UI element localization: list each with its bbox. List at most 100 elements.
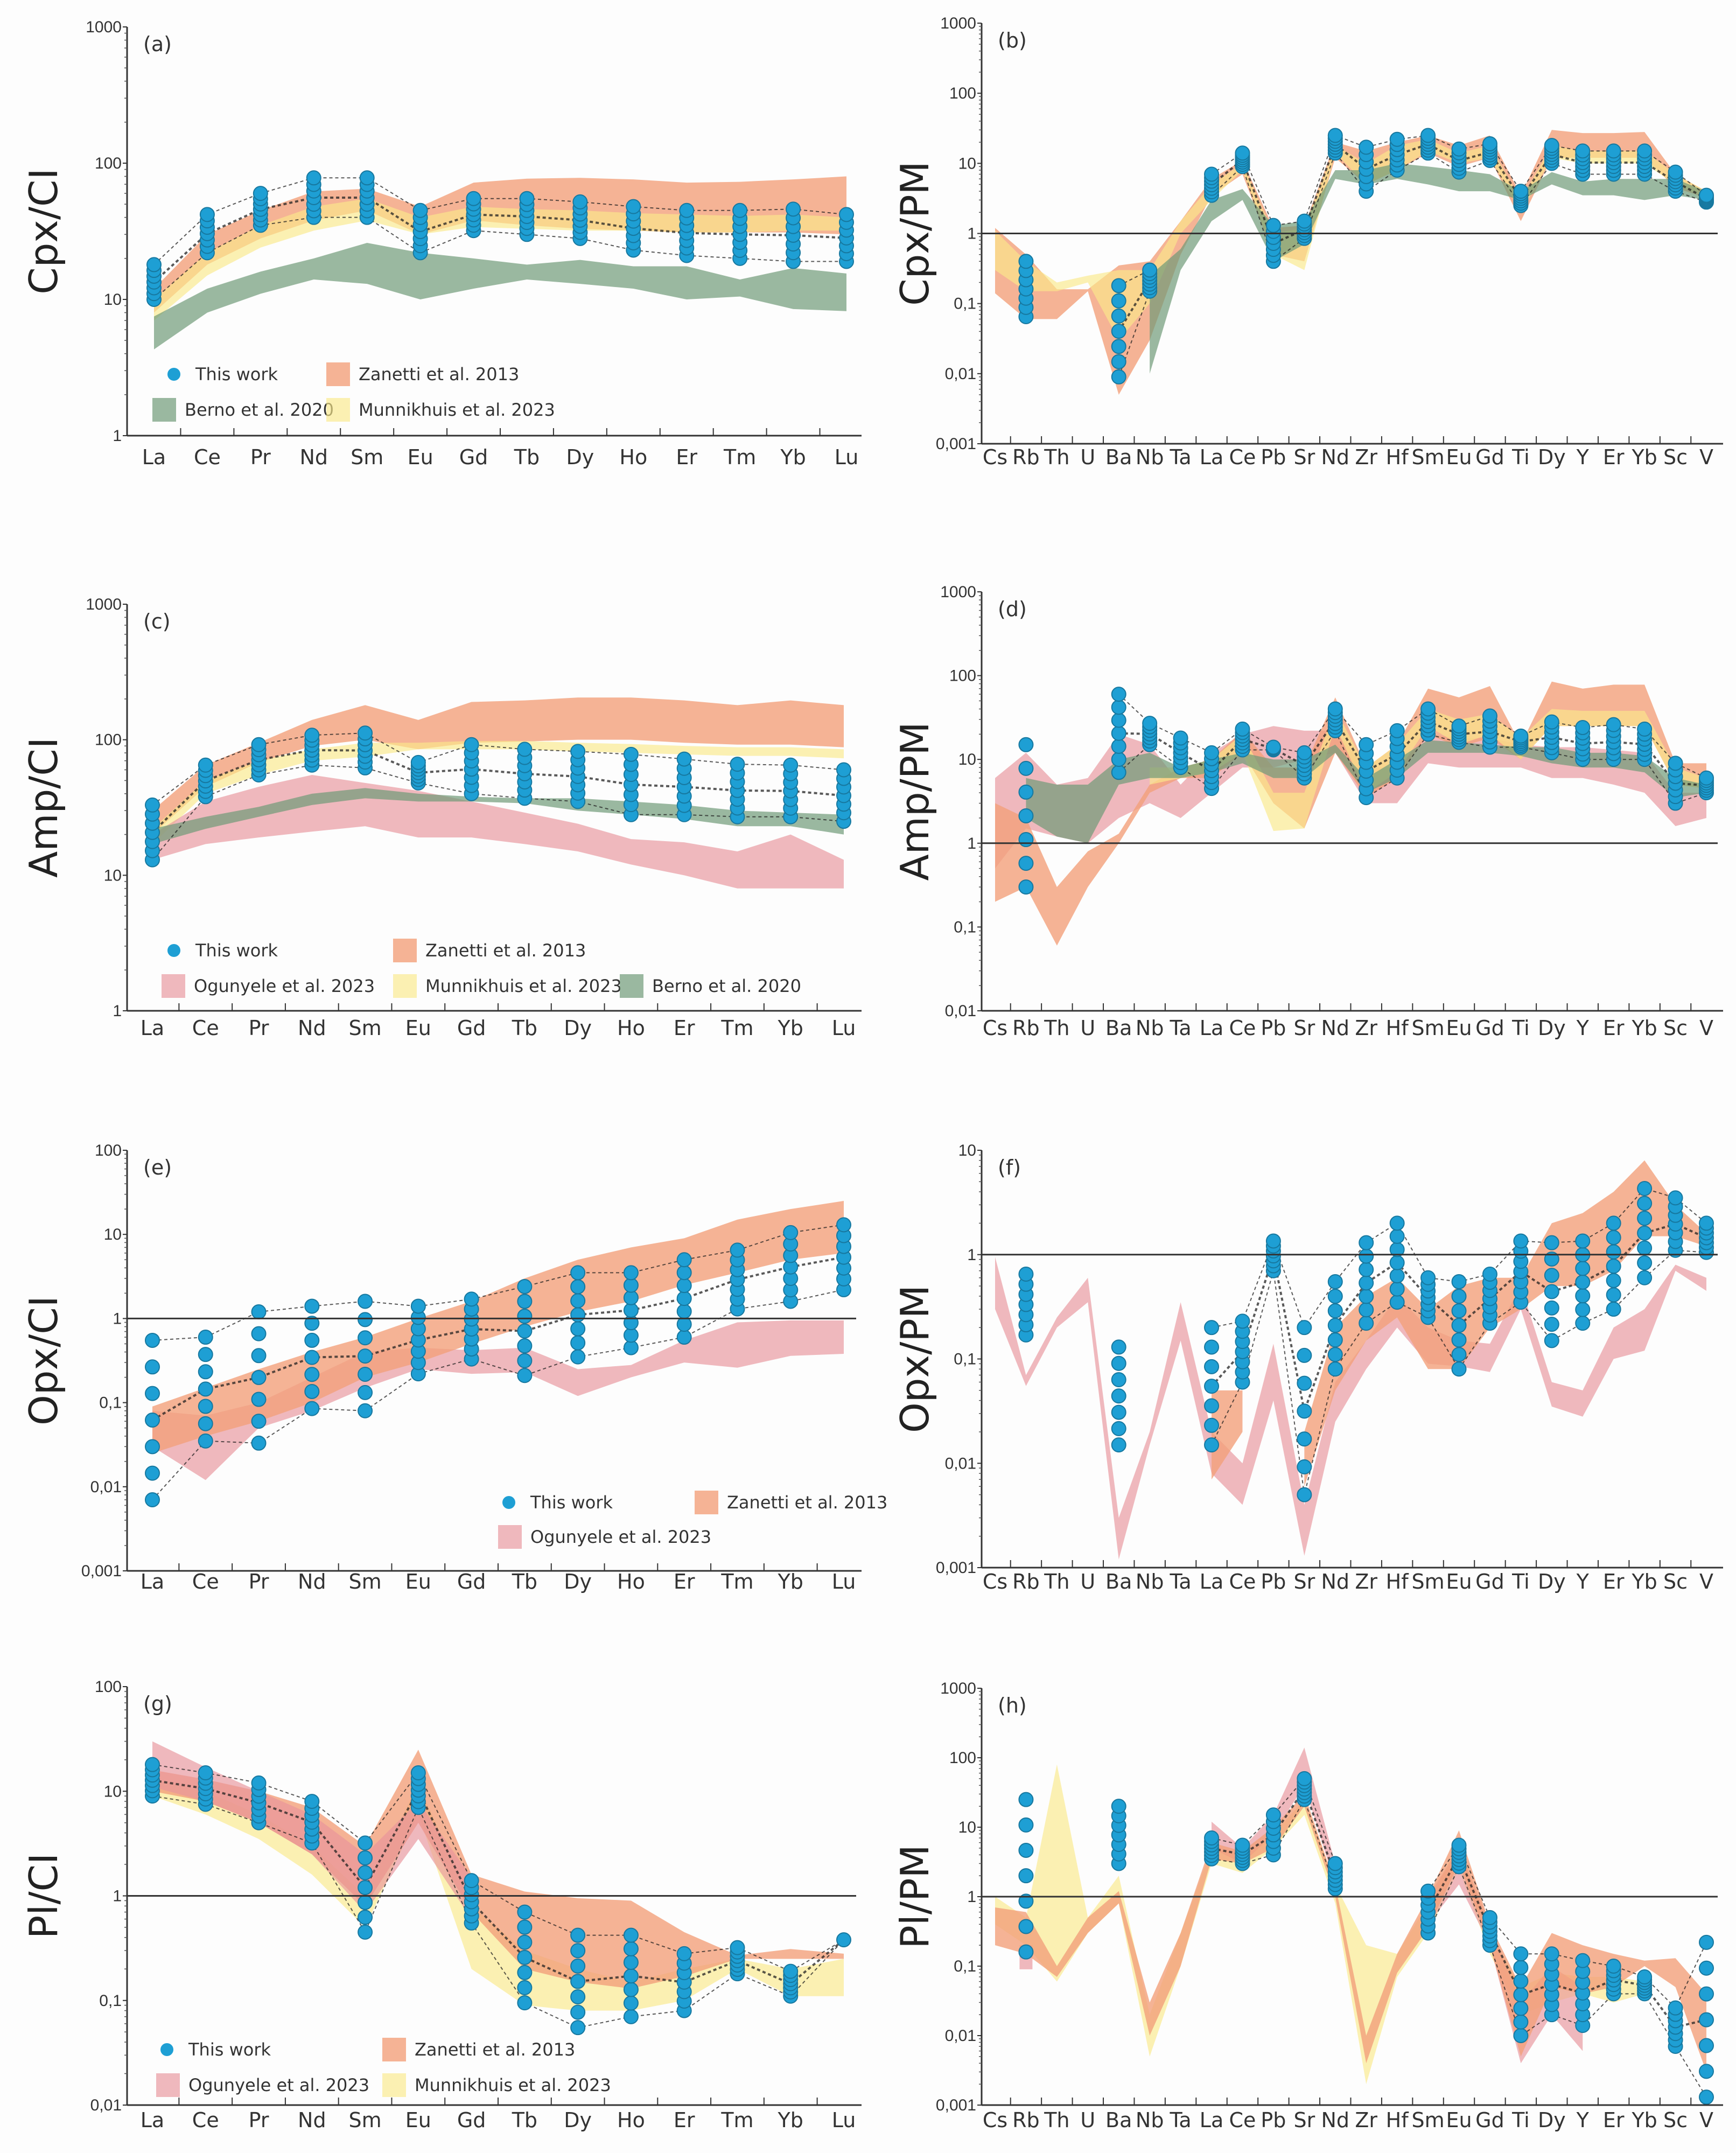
y-tick-label: 10 xyxy=(958,1819,976,1836)
data-point-Gd xyxy=(466,191,481,206)
x-tick-label: Eu xyxy=(1446,445,1472,469)
legend-label: Berno et al. 2020 xyxy=(652,976,801,996)
data-point-Sm xyxy=(358,1330,373,1346)
x-tick-label: Nd xyxy=(1321,2108,1350,2132)
x-tick-label: V xyxy=(1699,1016,1713,1040)
y-tick-label: 100 xyxy=(949,1749,976,1767)
y-tick-label: 100 xyxy=(949,667,976,685)
x-tick-label: Yb xyxy=(778,1016,803,1040)
field-band-berno xyxy=(152,788,844,844)
x-tick-label: Sr xyxy=(1293,2108,1315,2132)
data-point-Eu xyxy=(410,754,426,770)
data-point-Nd xyxy=(1327,1856,1343,1871)
y-tick-label: 0,001 xyxy=(81,1562,122,1580)
data-point-Sm xyxy=(1420,1270,1436,1285)
data-point-Sm xyxy=(358,1924,373,1940)
field-band-zanetti xyxy=(152,1749,844,1989)
data-point-Yb xyxy=(1637,1225,1653,1241)
x-tick-label: Sm xyxy=(1412,1016,1445,1040)
data-point-Y xyxy=(1575,1261,1591,1276)
data-point-Rb xyxy=(1018,784,1034,800)
data-point-Rb xyxy=(1018,1266,1034,1282)
x-tick-label: Th xyxy=(1044,2108,1069,2132)
data-point-Ce xyxy=(198,1416,213,1431)
data-point-La xyxy=(1204,745,1220,760)
x-tick-label: Ba xyxy=(1105,1016,1132,1040)
panel-label: (b) xyxy=(998,29,1027,52)
data-point-Zr xyxy=(1359,737,1374,752)
x-tick-label: Cs xyxy=(983,1016,1007,1040)
x-tick-label: Tb xyxy=(512,1570,537,1593)
y-axis-title: Opx/CI xyxy=(21,1296,66,1425)
data-point-Pr xyxy=(251,1348,267,1364)
data-point-Dy xyxy=(570,1279,586,1295)
data-point-Rb xyxy=(1018,760,1034,776)
data-point-Sr xyxy=(1297,1320,1312,1336)
x-tick-label: Pr xyxy=(249,1016,269,1040)
data-point-Rb xyxy=(1018,1843,1034,1858)
x-tick-label: Ho xyxy=(617,2108,645,2132)
data-point-Pb xyxy=(1265,739,1281,755)
data-point-Ho xyxy=(623,1277,639,1293)
data-point-Er xyxy=(676,751,692,767)
x-tick-label: Tm xyxy=(720,1570,753,1593)
data-point-Yb xyxy=(783,1225,799,1240)
field-band-zanetti xyxy=(152,1201,844,1453)
x-tick-label: Er xyxy=(674,1016,695,1040)
data-point-Ti xyxy=(1513,2001,1529,2016)
data-point-Yb xyxy=(786,201,801,217)
data-point-Sm xyxy=(358,1385,373,1400)
data-point-Tb xyxy=(517,1338,533,1354)
data-point-Tb xyxy=(517,1995,533,2011)
data-point-Ba xyxy=(1111,700,1126,715)
data-point-Y xyxy=(1575,1233,1591,1249)
data-point-La xyxy=(145,1332,160,1348)
field-band-ogunyele xyxy=(152,1320,844,1480)
x-tick-label: Th xyxy=(1044,1016,1069,1040)
x-tick-label: Yb xyxy=(778,1570,803,1593)
data-point-La xyxy=(145,1439,160,1455)
data-point-Rb xyxy=(1018,1944,1034,1960)
y-tick-label: 10 xyxy=(104,866,122,884)
data-point-Ta xyxy=(1173,730,1188,746)
y-axis-title: Pl/PM xyxy=(892,1844,937,1948)
data-point-Sm xyxy=(1420,1883,1436,1899)
data-point-Dy xyxy=(570,1335,586,1351)
data-point-Dy xyxy=(570,1293,586,1309)
x-tick-label: Gd xyxy=(459,445,488,469)
legend-swatch xyxy=(393,939,417,962)
y-axis-title: Cpx/CI xyxy=(21,168,66,294)
data-point-Eu xyxy=(410,1765,426,1781)
panel-f: 10 1 0,1 0,01 0,001 Cs Rb Th U Ba Nb Ta La Ce Pb Sr Nd Zr… xyxy=(892,1142,1723,1593)
data-point-Eu xyxy=(1451,1332,1467,1348)
y-tick-label: 1 xyxy=(967,1246,976,1264)
x-tick-label: Rb xyxy=(1012,1016,1040,1040)
x-tick-label: Th xyxy=(1044,445,1069,469)
data-point-La xyxy=(145,1465,160,1481)
data-point-Ho xyxy=(626,199,641,214)
data-point-La xyxy=(145,1386,160,1401)
panel-label: (g) xyxy=(143,1692,172,1716)
data-point-Ti xyxy=(1513,184,1529,199)
data-point-Sm xyxy=(358,1910,373,1925)
x-tick-label: Rb xyxy=(1012,1570,1040,1593)
data-point-Ce xyxy=(198,1433,213,1449)
data-point-Ba xyxy=(1111,725,1126,741)
sample-pattern-line xyxy=(152,1795,844,2029)
data-point-La xyxy=(145,1492,160,1507)
field-band-ogunyele xyxy=(995,726,1706,869)
x-tick-label: Tb xyxy=(512,1016,537,1040)
data-point-Ho xyxy=(623,1265,639,1281)
data-point-Dy xyxy=(1544,138,1559,153)
x-tick-label: Dy xyxy=(1538,1016,1566,1040)
x-tick-label: La xyxy=(1200,1570,1223,1593)
data-point-Rb xyxy=(1018,1893,1034,1909)
data-point-Ho xyxy=(623,1302,639,1318)
data-point-Yb xyxy=(1637,1969,1653,1984)
x-tick-label: Lu xyxy=(832,2108,856,2132)
y-axis-title: Opx/PM xyxy=(892,1285,937,1433)
legend-item: Zanetti et al. 2013 xyxy=(382,2038,575,2061)
data-point-Sm xyxy=(358,1312,373,1327)
data-point-Dy xyxy=(570,1321,586,1337)
